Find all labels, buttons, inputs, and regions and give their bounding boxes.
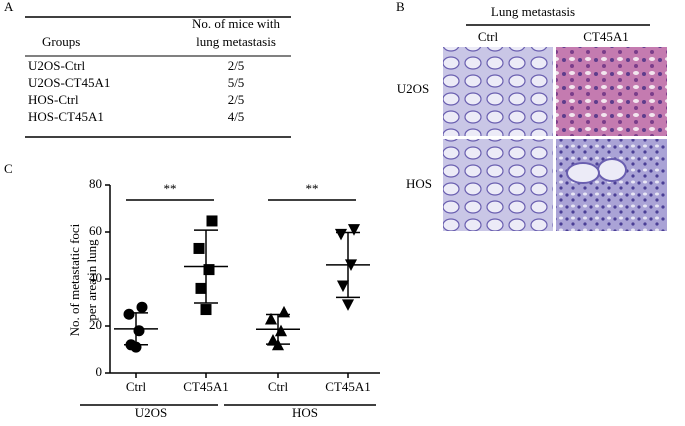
table-cell: 5/5 xyxy=(228,75,245,90)
table-cell: HOS-Ctrl xyxy=(28,92,79,107)
data-point xyxy=(193,242,205,254)
panel-c: C 0 20 40 60 80 No. of metastatic foci per are… xyxy=(4,161,380,420)
y-tick-label: 40 xyxy=(89,270,102,285)
y-axis-label: No. of metastatic foci xyxy=(67,223,82,336)
table-header: Groups xyxy=(42,34,80,49)
data-point xyxy=(264,312,278,325)
table-cell: HOS-CT45A1 xyxy=(28,109,104,124)
data-point xyxy=(133,325,145,337)
y-axis-label: per area in lung xyxy=(84,239,99,321)
x-tick-label: Ctrl xyxy=(126,379,147,394)
x-tick-label: CT45A1 xyxy=(325,379,371,394)
data-point xyxy=(341,299,355,311)
panel-a: A No. of mice with lung metastasis Group… xyxy=(4,0,291,138)
x-tick-label: CT45A1 xyxy=(183,379,229,394)
significance-label: ** xyxy=(306,181,319,196)
histology-image xyxy=(443,47,553,136)
group-label: U2OS xyxy=(135,405,168,420)
group-label: HOS xyxy=(292,405,318,420)
table-cell: 2/5 xyxy=(228,58,245,73)
panel-title: Lung metastasis xyxy=(491,4,575,19)
significance-label: ** xyxy=(164,181,177,196)
column-label: CT45A1 xyxy=(583,29,629,44)
histology-detail xyxy=(566,162,600,184)
panel-letter: C xyxy=(4,161,13,176)
data-point xyxy=(274,324,288,337)
data-point xyxy=(195,282,207,294)
row-label: HOS xyxy=(406,176,432,191)
table-cell: 2/5 xyxy=(228,92,245,107)
data-point xyxy=(347,224,361,236)
panel-letter: A xyxy=(4,0,14,14)
data-point xyxy=(277,305,291,318)
panel-letter: B xyxy=(396,0,405,14)
histology-image xyxy=(443,139,553,231)
data-point xyxy=(336,280,350,293)
data-point xyxy=(334,228,348,241)
table-cell: 4/5 xyxy=(228,109,245,124)
y-tick-label: 0 xyxy=(96,364,103,379)
table-cell: U2OS-Ctrl xyxy=(28,58,85,73)
row-label: U2OS xyxy=(397,81,430,96)
data-point xyxy=(200,304,212,316)
data-point xyxy=(203,264,215,276)
y-tick-label: 80 xyxy=(89,176,102,191)
table-cell: U2OS-CT45A1 xyxy=(28,75,110,90)
data-point xyxy=(123,308,135,320)
data-point xyxy=(136,301,148,313)
histology-detail xyxy=(597,158,627,182)
y-tick-label: 20 xyxy=(89,317,102,332)
panel-b: B Lung metastasis Ctrl CT45A1 U2OS HOS xyxy=(396,0,667,231)
column-label: Ctrl xyxy=(478,29,499,44)
table-header: lung metastasis xyxy=(196,34,276,49)
y-tick-label: 60 xyxy=(89,223,102,238)
data-point xyxy=(206,215,218,227)
histology-image xyxy=(556,139,667,231)
table-header: No. of mice with xyxy=(192,16,281,31)
histology-image xyxy=(556,47,667,136)
x-tick-label: Ctrl xyxy=(268,379,289,394)
